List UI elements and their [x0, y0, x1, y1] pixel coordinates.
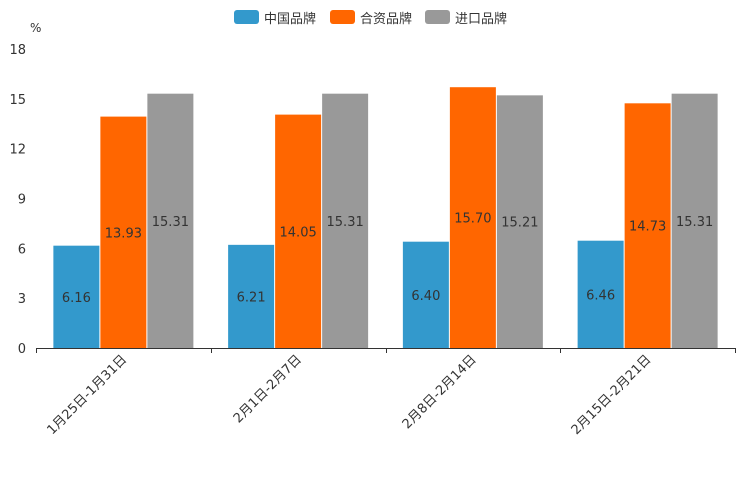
legend-item-joint-venture[interactable]: 合资品牌 [330, 7, 412, 27]
legend-item-imported[interactable]: 进口品牌 [425, 7, 507, 27]
bar-value-label: 14.73 [629, 220, 666, 235]
bar-value-label: 15.31 [152, 215, 189, 230]
bar [228, 244, 275, 348]
legend-label-china: 中国品牌 [264, 11, 317, 27]
bar [147, 93, 194, 348]
bar-value-label: 6.21 [237, 290, 266, 305]
bar [671, 93, 718, 348]
x-tick-label: 1月25日-1月31日 [44, 352, 130, 438]
y-tick-label: 9 [18, 193, 26, 208]
bar [624, 103, 671, 349]
bar [577, 240, 624, 348]
y-axis-unit-label: % [30, 21, 42, 35]
bar-value-label: 15.31 [327, 215, 364, 230]
y-tick-label: 3 [18, 292, 26, 307]
x-tick-label: 2月8日-2月14日 [400, 352, 480, 432]
bar [402, 241, 449, 348]
x-tick-label: 2月1日-2月7日 [231, 352, 305, 426]
x-tick-label: 2月15日-2月21日 [569, 352, 655, 438]
bar [322, 93, 369, 348]
legend-label-imported: 进口品牌 [455, 11, 508, 27]
bar-value-label: 6.46 [586, 288, 615, 303]
legend: 中国品牌 合资品牌 进口品牌 [0, 7, 744, 27]
bar [275, 114, 322, 348]
legend-swatch-imported [425, 10, 450, 24]
y-tick-label: 12 [9, 143, 26, 158]
legend-item-china[interactable]: 中国品牌 [234, 7, 316, 27]
legend-label-joint-venture: 合资品牌 [360, 11, 413, 27]
bar-value-label: 6.16 [62, 291, 91, 306]
legend-swatch-china [234, 10, 259, 24]
bar [496, 95, 543, 348]
legend-swatch-joint-venture [330, 10, 355, 24]
y-tick-label: 15 [9, 93, 26, 108]
bar-value-label: 13.93 [105, 226, 142, 241]
bar-value-label: 15.21 [501, 216, 538, 231]
bar-value-label: 6.40 [411, 289, 440, 304]
bar [449, 87, 496, 348]
y-tick-label: 18 [9, 43, 26, 58]
bar-value-label: 15.31 [676, 215, 713, 230]
bar [53, 245, 100, 348]
bar [100, 116, 147, 348]
y-tick-label: 6 [18, 242, 26, 257]
y-tick-label: 0 [18, 342, 26, 357]
bar-value-label: 15.70 [454, 212, 491, 227]
bar-value-label: 14.05 [280, 225, 317, 240]
